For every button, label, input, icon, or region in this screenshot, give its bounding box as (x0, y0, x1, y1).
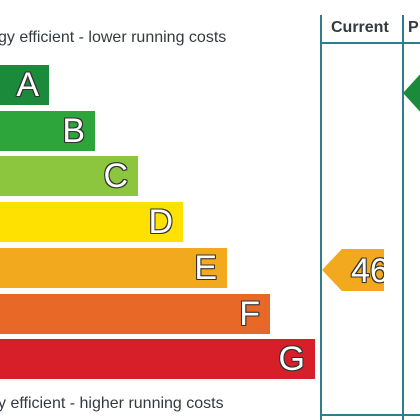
band-letter-b: B (62, 112, 85, 150)
band-letter-e: E (194, 249, 217, 287)
band-b-bar: B (0, 111, 95, 151)
band-letter-f: F (239, 295, 260, 333)
current-rating-value: 46 (351, 252, 389, 290)
potential-column-header: P (408, 19, 419, 36)
band-letter-c: C (103, 157, 128, 195)
bottom-caption: y efficient - higher running costs (0, 395, 224, 412)
top-caption: gy efficient - lower running costs (0, 29, 227, 46)
band-d-bar: D (0, 202, 183, 242)
band-g-bar: G (0, 339, 315, 379)
band-a-bar: A (0, 65, 49, 105)
current-column-right-border (402, 15, 404, 420)
band-letter-d: D (148, 203, 173, 241)
band-e-bar: E (0, 248, 227, 288)
band-letter-g: G (278, 340, 305, 378)
band-f-bar: F (0, 294, 270, 334)
potential-rating-arrow (403, 72, 420, 114)
current-column-header: Current (331, 19, 389, 36)
header-divider (321, 42, 420, 44)
band-c-bar: C (0, 156, 138, 196)
current-column-left-border (320, 15, 322, 420)
bottom-border (321, 414, 420, 416)
band-letter-a: A (16, 66, 39, 104)
current-rating-arrow: 46 (322, 249, 384, 291)
